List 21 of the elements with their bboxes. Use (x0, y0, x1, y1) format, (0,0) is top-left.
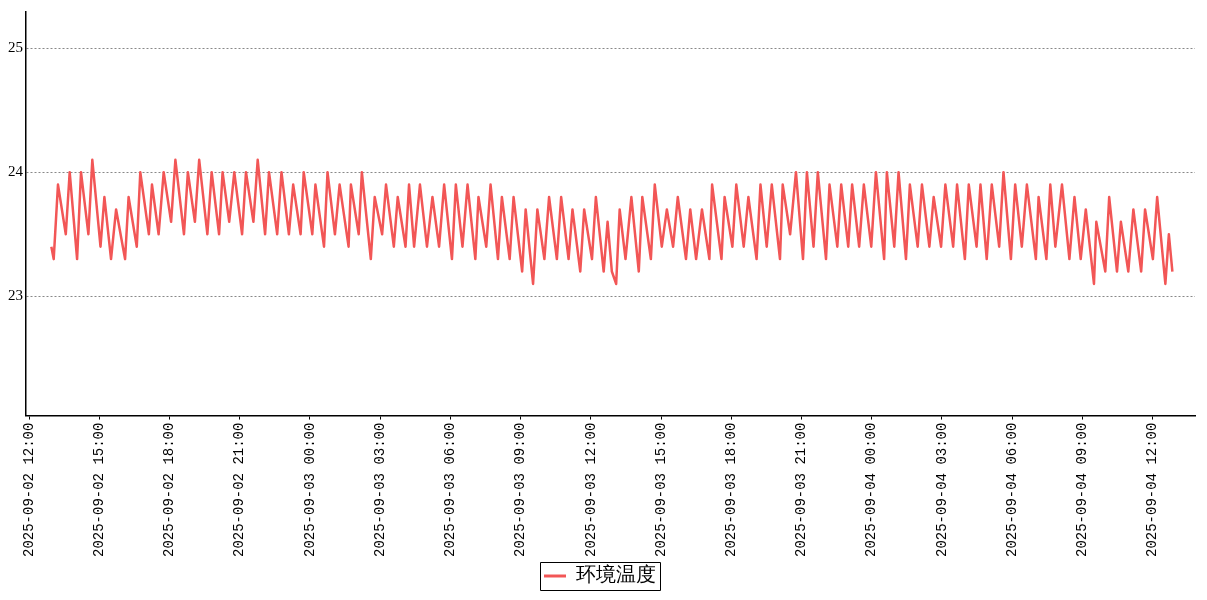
y-tick-label: 25 (8, 38, 23, 55)
x-tick-label: 2025-09-02 15:00 (91, 422, 108, 557)
y-tick-label: 24 (8, 163, 24, 180)
y-tick-label: 23 (8, 287, 23, 304)
x-tick-label: 2025-09-03 03:00 (371, 422, 388, 557)
x-tick-label: 2025-09-03 06:00 (442, 422, 459, 557)
x-tick-label: 2025-09-04 06:00 (1003, 422, 1020, 557)
x-tick-label: 2025-09-04 03:00 (933, 422, 950, 557)
x-tick-label: 2025-09-02 12:00 (20, 422, 37, 557)
x-tick-label: 2025-09-03 15:00 (652, 422, 669, 557)
x-tick-label: 2025-09-02 18:00 (161, 422, 178, 557)
x-tick-label: 2025-09-02 21:00 (231, 422, 248, 557)
x-tick-label: 2025-09-03 09:00 (512, 422, 529, 557)
legend-label: 环境温度 (576, 563, 656, 586)
x-tick-label: 2025-09-04 09:00 (1073, 422, 1090, 557)
x-tick-label: 2025-09-03 21:00 (793, 422, 810, 557)
x-tick-label: 2025-09-04 00:00 (863, 422, 880, 557)
x-tick-label: 2025-09-03 18:00 (722, 422, 739, 557)
x-tick-label: 2025-09-03 00:00 (301, 422, 318, 557)
x-tick-label: 2025-09-04 12:00 (1144, 422, 1161, 557)
x-tick-label: 2025-09-03 12:00 (582, 422, 599, 557)
